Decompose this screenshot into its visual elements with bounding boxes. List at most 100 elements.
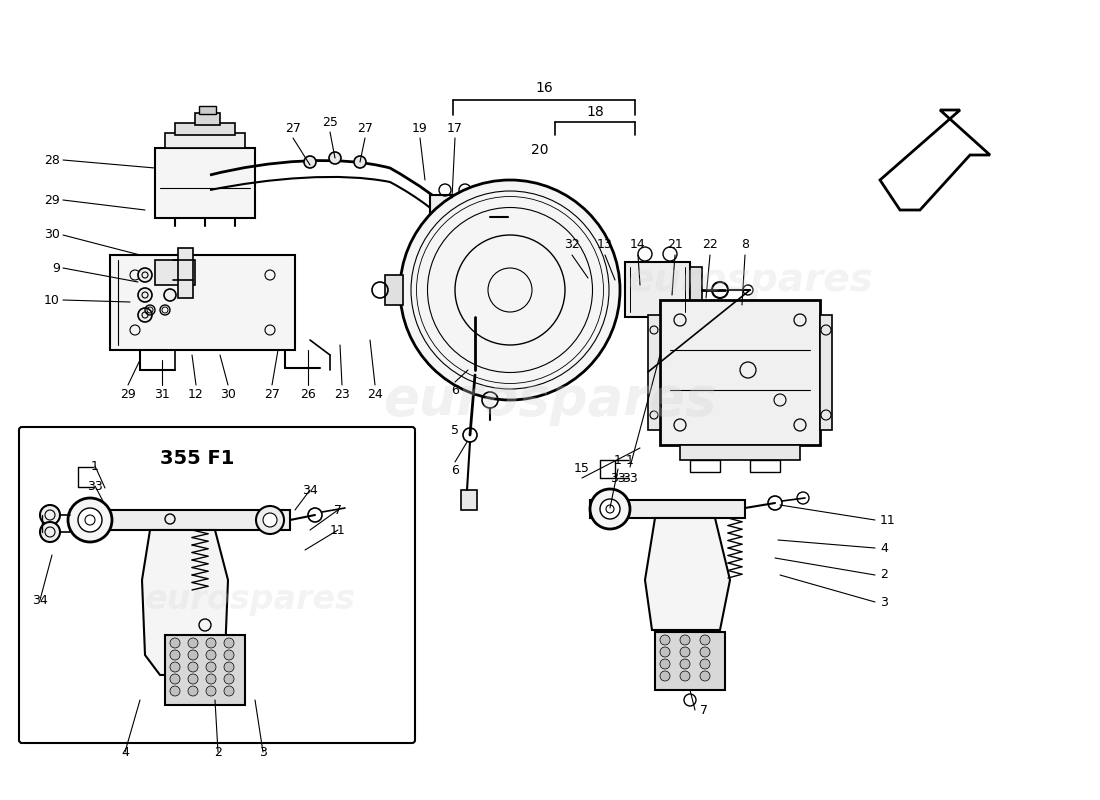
Text: 2: 2 bbox=[214, 746, 222, 758]
Circle shape bbox=[256, 506, 284, 534]
Text: 16: 16 bbox=[535, 81, 553, 95]
Circle shape bbox=[138, 308, 152, 322]
Bar bbox=[461, 490, 477, 510]
Bar bbox=[70, 510, 290, 530]
Text: 11: 11 bbox=[880, 514, 895, 526]
Circle shape bbox=[590, 489, 630, 529]
Circle shape bbox=[170, 674, 180, 684]
Text: 15: 15 bbox=[574, 462, 590, 474]
Text: 1: 1 bbox=[91, 459, 99, 473]
Text: 33: 33 bbox=[87, 479, 103, 493]
Circle shape bbox=[170, 686, 180, 696]
Text: 3: 3 bbox=[260, 746, 267, 758]
Circle shape bbox=[680, 635, 690, 645]
Text: eurospares: eurospares bbox=[144, 583, 355, 617]
Circle shape bbox=[206, 650, 216, 660]
Text: 9: 9 bbox=[52, 262, 60, 274]
Text: 23: 23 bbox=[334, 389, 350, 402]
Bar bbox=[820, 315, 832, 430]
Bar bbox=[590, 500, 745, 518]
Text: eurospares: eurospares bbox=[383, 374, 717, 426]
FancyBboxPatch shape bbox=[19, 427, 415, 743]
Text: 32: 32 bbox=[564, 238, 580, 251]
Bar bbox=[690, 267, 702, 312]
Text: 355 F1: 355 F1 bbox=[161, 449, 234, 467]
Circle shape bbox=[206, 686, 216, 696]
Circle shape bbox=[224, 674, 234, 684]
Circle shape bbox=[170, 662, 180, 672]
Text: 27: 27 bbox=[358, 122, 373, 134]
Bar bbox=[175, 123, 235, 135]
Bar bbox=[430, 195, 490, 240]
Bar bbox=[648, 315, 660, 430]
Circle shape bbox=[164, 289, 176, 301]
Text: 20: 20 bbox=[531, 143, 549, 157]
Circle shape bbox=[188, 650, 198, 660]
Circle shape bbox=[164, 269, 176, 281]
Circle shape bbox=[700, 659, 710, 669]
Circle shape bbox=[660, 635, 670, 645]
Bar bbox=[165, 635, 245, 705]
Text: 33: 33 bbox=[610, 471, 626, 485]
Text: 34: 34 bbox=[32, 594, 48, 606]
Bar bbox=[199, 106, 216, 114]
Circle shape bbox=[660, 647, 670, 657]
Circle shape bbox=[680, 671, 690, 681]
Text: 22: 22 bbox=[702, 238, 718, 251]
Text: 3: 3 bbox=[880, 595, 888, 609]
Text: 5: 5 bbox=[451, 423, 459, 437]
Bar bbox=[750, 460, 780, 472]
Circle shape bbox=[138, 288, 152, 302]
Circle shape bbox=[170, 650, 180, 660]
Text: 27: 27 bbox=[285, 122, 301, 134]
Circle shape bbox=[68, 498, 112, 542]
Text: 26: 26 bbox=[300, 389, 316, 402]
Text: 6: 6 bbox=[451, 383, 459, 397]
Bar bbox=[654, 632, 725, 690]
Text: eurospares: eurospares bbox=[627, 261, 873, 299]
Polygon shape bbox=[880, 110, 990, 210]
Bar bbox=[195, 113, 220, 125]
Text: 30: 30 bbox=[220, 389, 235, 402]
Text: 28: 28 bbox=[44, 154, 60, 166]
Circle shape bbox=[224, 638, 234, 648]
Text: 34: 34 bbox=[302, 483, 318, 497]
Text: 29: 29 bbox=[120, 389, 136, 402]
Circle shape bbox=[400, 180, 620, 400]
Text: 17: 17 bbox=[447, 122, 463, 134]
Circle shape bbox=[224, 662, 234, 672]
Text: 24: 24 bbox=[367, 389, 383, 402]
Text: 31: 31 bbox=[154, 389, 169, 402]
Bar bbox=[178, 248, 192, 298]
Circle shape bbox=[206, 674, 216, 684]
Circle shape bbox=[354, 156, 366, 168]
Circle shape bbox=[224, 650, 234, 660]
Circle shape bbox=[660, 659, 670, 669]
Text: 10: 10 bbox=[44, 294, 60, 306]
Text: 14: 14 bbox=[630, 238, 646, 251]
Circle shape bbox=[170, 638, 180, 648]
Circle shape bbox=[188, 674, 198, 684]
Circle shape bbox=[40, 522, 60, 542]
Bar bbox=[680, 445, 800, 460]
Text: 30: 30 bbox=[44, 229, 60, 242]
Text: 21: 21 bbox=[667, 238, 683, 251]
Bar bbox=[690, 460, 721, 472]
Circle shape bbox=[206, 662, 216, 672]
Text: 8: 8 bbox=[741, 238, 749, 251]
Text: 4: 4 bbox=[880, 542, 888, 554]
Circle shape bbox=[40, 505, 60, 525]
Bar bbox=[165, 133, 245, 148]
Circle shape bbox=[700, 647, 710, 657]
Text: 4: 4 bbox=[121, 746, 129, 758]
Circle shape bbox=[138, 268, 152, 282]
Circle shape bbox=[660, 671, 670, 681]
Bar bbox=[155, 260, 195, 285]
Circle shape bbox=[304, 156, 316, 168]
Text: 12: 12 bbox=[188, 389, 204, 402]
Circle shape bbox=[263, 513, 277, 527]
Circle shape bbox=[78, 508, 102, 532]
Circle shape bbox=[188, 686, 198, 696]
Circle shape bbox=[224, 686, 234, 696]
Circle shape bbox=[700, 671, 710, 681]
